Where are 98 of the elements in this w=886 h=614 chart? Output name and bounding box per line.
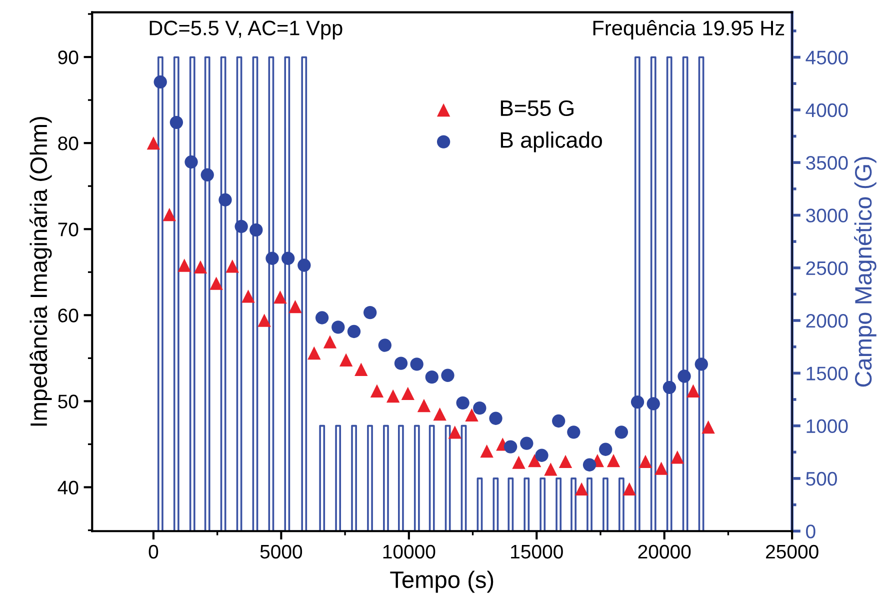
x-tick-label: 20000 (638, 544, 691, 559)
point (162, 208, 176, 222)
point (194, 260, 208, 274)
y2-tick-label: 2000 (806, 314, 848, 328)
legend-label: B aplicado (500, 132, 602, 152)
y2-tick-label: 3500 (806, 156, 848, 170)
point (504, 440, 518, 454)
point (489, 412, 502, 425)
point (315, 311, 329, 324)
point (410, 358, 424, 371)
point (266, 252, 279, 265)
y-axis-title: Impedância Imaginária (Ohm) (29, 116, 52, 426)
point (178, 258, 191, 272)
point (332, 320, 345, 334)
point (535, 448, 548, 462)
point (433, 408, 446, 421)
point (662, 380, 676, 394)
x-tick-label: 5000 (260, 544, 302, 559)
y2-tick-label: 2500 (806, 261, 848, 276)
point (417, 398, 431, 412)
point (146, 136, 160, 150)
x-tick-label: 0 (148, 544, 158, 559)
point (308, 346, 321, 360)
y-tick-label: 80 (58, 136, 78, 150)
point (288, 300, 302, 314)
point (465, 408, 478, 422)
point (456, 396, 470, 410)
point (234, 220, 248, 234)
point (567, 426, 580, 439)
point (370, 384, 384, 398)
legend-label: B=55 G (500, 100, 574, 116)
point (323, 335, 337, 348)
y-tick-label: 40 (58, 480, 78, 494)
point (606, 454, 620, 468)
point (678, 370, 691, 383)
point (622, 482, 636, 496)
point (686, 384, 700, 398)
point (552, 414, 566, 428)
y2-axis-title: Campo Magnético (G) (854, 157, 876, 387)
point (512, 456, 526, 469)
x-tick-label: 25000 (766, 544, 818, 559)
y2-tick-label: 1000 (806, 419, 848, 434)
point (528, 454, 542, 468)
point (473, 401, 486, 415)
point (702, 420, 715, 434)
point (242, 290, 255, 303)
point (170, 116, 184, 129)
point (520, 436, 534, 450)
point (339, 353, 353, 366)
point (575, 482, 588, 496)
y2-tick-label: 4500 (806, 50, 848, 64)
point (378, 338, 392, 352)
annotation: Frequência 19.95 Hz (593, 20, 784, 40)
point (200, 168, 214, 182)
point (250, 223, 263, 237)
point (441, 368, 454, 382)
point (654, 462, 668, 475)
point (184, 155, 198, 169)
y2-tick-label: 0 (806, 524, 816, 538)
point (425, 370, 438, 384)
y2-tick-label: 1500 (806, 366, 848, 380)
x-tick-label: 15000 (511, 544, 563, 559)
point (599, 442, 612, 456)
y2-tick-label: 3000 (806, 208, 848, 222)
point (558, 454, 572, 468)
point (274, 290, 287, 304)
point (638, 454, 652, 468)
point (630, 395, 644, 409)
point (646, 397, 660, 410)
y-tick-label: 90 (58, 50, 78, 64)
point (363, 306, 377, 320)
point (154, 75, 167, 89)
point (298, 258, 311, 272)
point (448, 426, 462, 439)
point (258, 314, 271, 327)
point (694, 358, 708, 371)
point (401, 386, 414, 400)
point (347, 324, 361, 338)
y2-tick-label: 4000 (806, 103, 848, 118)
point (670, 450, 684, 464)
x-axis-title: Tempo (s) (390, 570, 494, 593)
point (386, 389, 400, 403)
point (582, 458, 596, 472)
point (480, 444, 494, 458)
point (354, 362, 368, 376)
y-tick-label: 60 (58, 308, 78, 322)
y-tick-label: 50 (58, 394, 78, 408)
point (210, 276, 223, 290)
annotation: DC=5.5 V, AC=1 Vpp (150, 20, 342, 40)
point (218, 193, 232, 206)
point (544, 462, 558, 476)
point (226, 260, 239, 273)
point (614, 426, 628, 439)
y-tick-label: 70 (58, 222, 78, 236)
point (394, 356, 408, 370)
y2-tick-label: 500 (806, 472, 837, 486)
point (281, 252, 295, 265)
x-tick-label: 10000 (383, 544, 436, 559)
